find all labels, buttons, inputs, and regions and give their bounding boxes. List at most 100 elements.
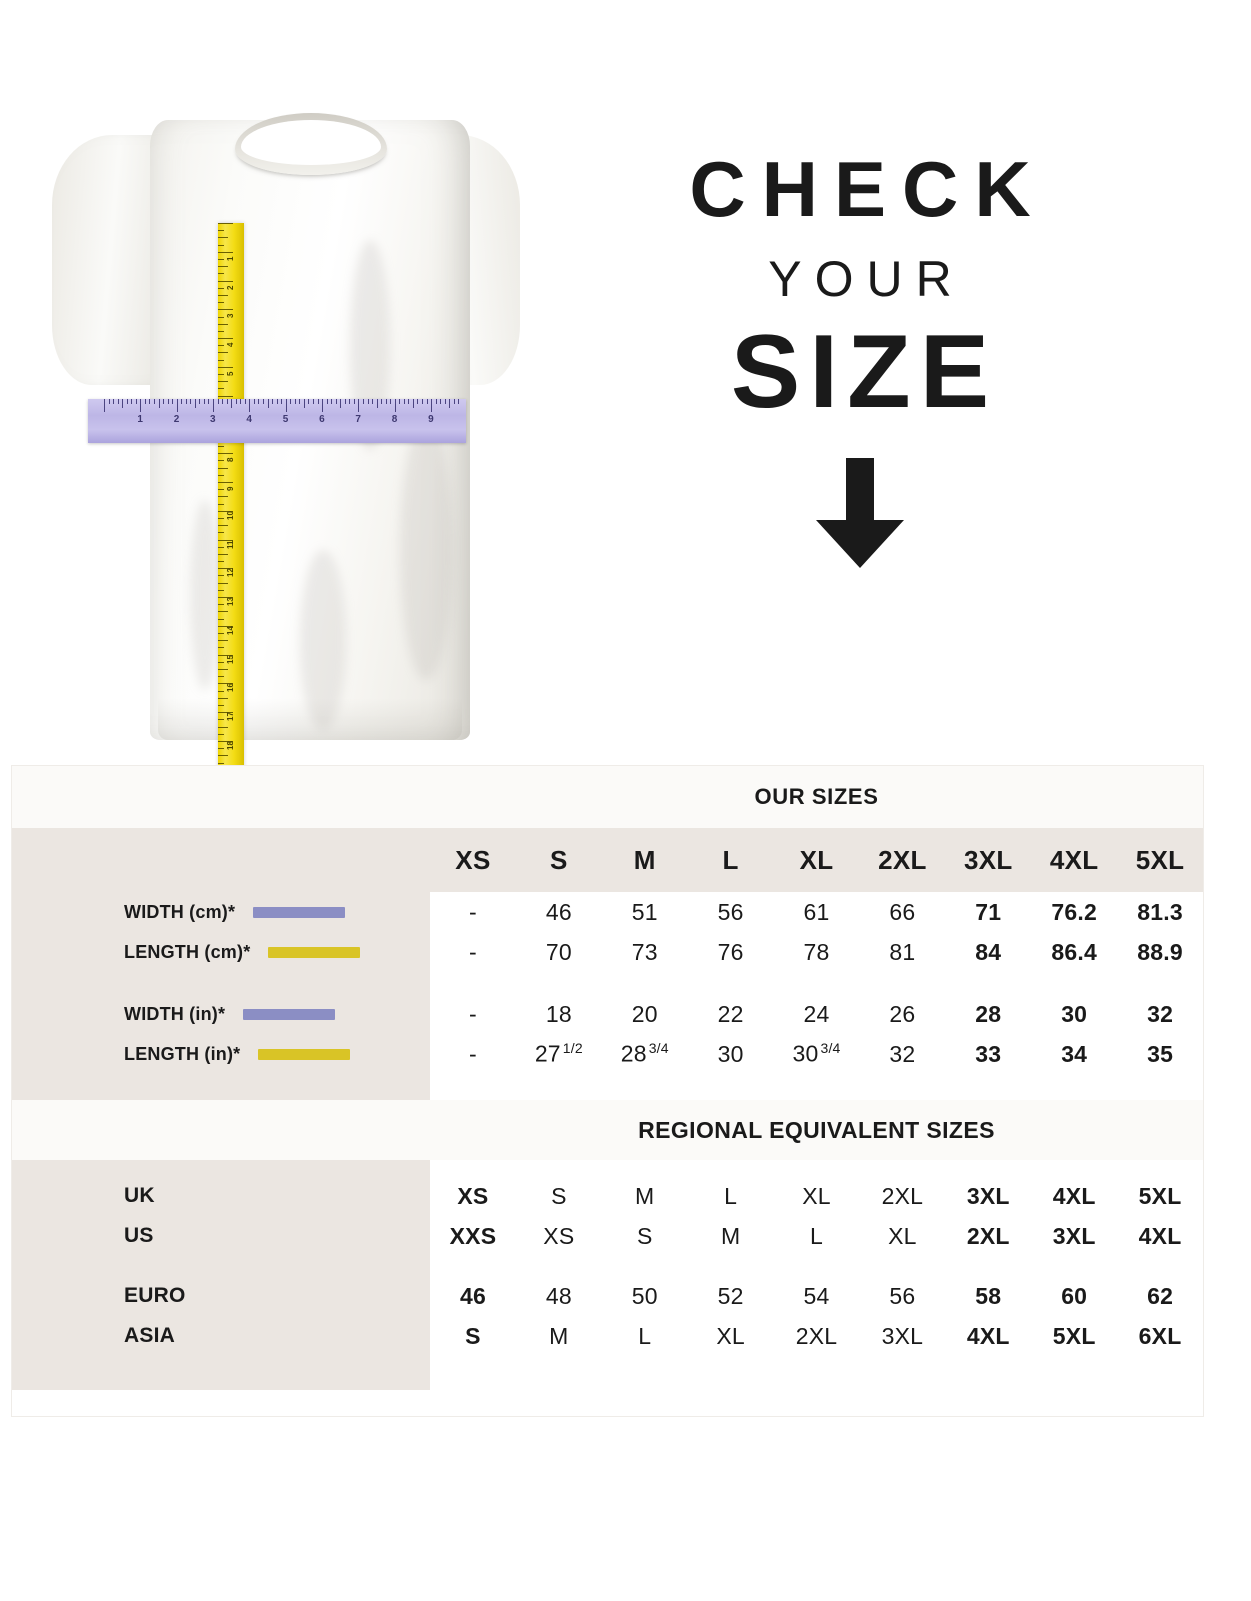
fraction-part: 1/2	[562, 1040, 583, 1057]
regional-cell: 2XL	[966, 1222, 1010, 1249]
regional-cell: 62	[1147, 1282, 1174, 1309]
measurement-cell: 81	[889, 938, 916, 965]
regional-cell: XL	[802, 1182, 831, 1209]
fraction-part: 3/4	[820, 1040, 841, 1057]
regional-cell: L	[724, 1182, 738, 1209]
measurement-data-column: - 46 51 56 61 66 71 76.2 81.3 - 70 73 76 78 81 84 86.4 88…	[430, 892, 1203, 1100]
regional-cell: M	[720, 1222, 741, 1249]
regional-cell: 4XL	[1052, 1182, 1096, 1209]
regional-labels-column: UK US EURO ASIA	[12, 1160, 430, 1390]
regional-sizes-band: REGIONAL EQUIVALENT SIZES	[12, 1100, 1203, 1160]
measurement-cell: 30 3/4	[792, 1040, 841, 1067]
regional-cell: S	[465, 1322, 481, 1349]
regional-cell: 52	[717, 1282, 744, 1309]
headline-check: CHECK	[689, 145, 1047, 233]
measurement-cell: 20	[631, 1000, 658, 1027]
measurement-cell: 34	[1061, 1040, 1088, 1067]
size-column-header: L	[722, 844, 739, 875]
regional-label-text: ASIA	[124, 1324, 175, 1347]
measurement-cell: -	[469, 938, 477, 965]
regional-cell: XXS	[449, 1222, 497, 1249]
measurement-cell: 33	[975, 1040, 1002, 1067]
our-sizes-title: OUR SIZES	[754, 784, 879, 809]
regional-sizes-title: REGIONAL EQUIVALENT SIZES	[638, 1116, 995, 1143]
regional-cell: S	[636, 1222, 653, 1249]
measurement-label-text: WIDTH (cm)*	[124, 901, 236, 922]
size-column-header: 5XL	[1135, 844, 1185, 875]
regional-cell: 50	[631, 1282, 658, 1309]
tshirt-collar	[235, 113, 387, 175]
measurement-cell: 71	[975, 898, 1002, 925]
regional-cell: L	[638, 1322, 652, 1349]
measurement-labels-column: WIDTH (cm)* LENGTH (cm)* WIDTH (in)* LENGTH…	[12, 892, 430, 1100]
regional-cell: XL	[888, 1222, 917, 1249]
regional-cell: M	[635, 1182, 655, 1209]
size-header-label-spacer	[12, 828, 430, 892]
regional-cell: M	[549, 1322, 569, 1349]
measurement-cell: 32	[889, 1040, 916, 1067]
measurement-cell: 66	[889, 898, 916, 925]
measurement-label-text: LENGTH (cm)*	[124, 941, 251, 962]
measurement-cell: 76.2	[1051, 898, 1097, 925]
regional-cell: 3XL	[1052, 1222, 1096, 1249]
regional-cell: 3XL	[966, 1182, 1010, 1209]
regional-cell: 58	[975, 1282, 1002, 1309]
size-column-header: 2XL	[878, 844, 927, 875]
measurement-label-text: WIDTH (in)*	[124, 1003, 226, 1024]
measurement-cell: 22	[717, 1000, 744, 1027]
regional-cell: 2XL	[795, 1322, 838, 1349]
regional-label-text: US	[124, 1224, 154, 1247]
regional-cell: 2XL	[881, 1182, 924, 1209]
measurement-cell: 73	[631, 938, 658, 965]
measurement-cell: 86.4	[1051, 938, 1097, 965]
width-color-swatch	[243, 1008, 336, 1020]
headline-your: YOUR	[768, 251, 965, 307]
measurement-cell: 26	[889, 1000, 916, 1027]
regional-cell: XS	[543, 1222, 575, 1249]
size-column-header: 4XL	[1049, 844, 1099, 875]
width-color-swatch	[253, 906, 346, 918]
measurement-cell: 18	[545, 1000, 572, 1027]
measurement-cell: 84	[975, 938, 1002, 965]
measuring-tape-vertical-icon: 1234567891011121314151617181920	[218, 223, 244, 833]
regional-cell: XS	[457, 1182, 489, 1209]
regional-cell: 5XL	[1052, 1322, 1096, 1349]
measurement-data-row: - 46 51 56 61 66 71 76.2 81.3	[430, 892, 1203, 932]
measurement-cell: 30	[717, 1040, 744, 1067]
regional-cell: 46	[459, 1282, 486, 1309]
measurement-row-label: LENGTH (in)*	[12, 1034, 430, 1074]
measurement-row-label: WIDTH (cm)*	[12, 892, 430, 932]
measurement-cell: 51	[631, 898, 658, 925]
regional-label-text: UK	[124, 1184, 155, 1207]
measurement-cell: 76	[717, 938, 744, 965]
tshirt-illustration: 1234567891011121314151617181920 12345678…	[40, 95, 530, 833]
regional-data-row: XXS XS S M L XL 2XL 3XL 4XL	[430, 1216, 1203, 1256]
regional-data-row: S M L XL 2XL 3XL 4XL 5XL 6XL	[430, 1316, 1203, 1356]
measurement-cell: 78	[803, 938, 830, 965]
regional-block: UK US EURO ASIA XS S M L XL 2XL 3XL 4XL 5XL XXS XS S M L…	[12, 1160, 1203, 1390]
measurement-cell: 28 3/4	[620, 1040, 669, 1067]
measurement-cell: -	[469, 898, 477, 925]
regional-data-column: XS S M L XL 2XL 3XL 4XL 5XL XXS XS S M L XL 2XL 3XL 4XL 46…	[430, 1160, 1203, 1390]
regional-cell: L	[810, 1222, 823, 1249]
measurement-cell: 35	[1147, 1040, 1174, 1067]
measurement-row-label: LENGTH (cm)*	[12, 932, 430, 972]
measurement-cell: 32	[1147, 1000, 1174, 1027]
measurement-cell: 24	[803, 1000, 830, 1027]
length-color-swatch	[268, 946, 361, 958]
size-column-header: M	[633, 844, 656, 875]
regional-cell: 4XL	[966, 1322, 1010, 1349]
measurement-cell: -	[469, 1000, 477, 1027]
measurement-cell: 56	[717, 898, 744, 925]
regional-cell: 56	[889, 1282, 916, 1309]
regional-label-text: EURO	[124, 1284, 186, 1307]
measurement-cell: 46	[545, 898, 572, 925]
size-chart-card: OUR SIZES XS S M L XL 2XL 3XL 4XL 5XL WIDTH (cm)…	[12, 766, 1203, 1416]
measurement-data-row: - 70 73 76 78 81 84 86.4 88.9	[430, 932, 1203, 972]
headline-size: SIZE	[730, 314, 999, 430]
regional-cell: 4XL	[1138, 1222, 1182, 1249]
measurement-cell: 30	[1061, 1000, 1088, 1027]
regional-cell: 54	[803, 1282, 830, 1309]
regional-row-label: ASIA	[12, 1316, 430, 1356]
regional-row-label: EURO	[12, 1276, 430, 1316]
